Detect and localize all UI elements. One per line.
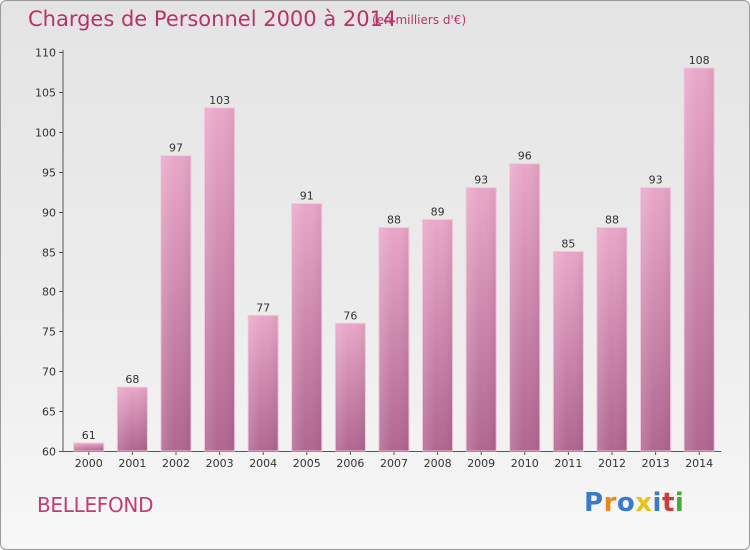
x-tick-label: 2010 [511, 457, 539, 470]
bar-shine [205, 108, 234, 451]
y-tick-label: 90 [42, 207, 56, 220]
bar-value-label: 77 [256, 301, 270, 314]
bar-shine [685, 68, 714, 451]
y-tick-label: 75 [42, 326, 56, 339]
chart-title: Charges de Personnel 2000 à 2014 [28, 7, 397, 31]
y-tick-label: 60 [42, 446, 56, 459]
x-tick-label: 2007 [380, 457, 408, 470]
bar-shine [467, 188, 496, 450]
bar-value-label: 76 [343, 309, 357, 322]
bar-shine [641, 188, 670, 450]
logo-letter: i [674, 488, 685, 518]
x-tick-label: 2004 [249, 457, 277, 470]
bar-value-label: 96 [518, 150, 532, 163]
bar-value-label: 97 [169, 142, 183, 155]
x-tick-label: 2006 [336, 457, 364, 470]
y-tick-label: 80 [42, 286, 56, 299]
y-tick-label: 100 [35, 127, 56, 140]
bar-value-label: 68 [125, 373, 139, 386]
bar-value-label: 108 [689, 54, 710, 67]
x-tick-label: 2012 [598, 457, 626, 470]
bar-value-label: 89 [431, 206, 445, 219]
y-tick-label: 70 [42, 366, 56, 379]
logo-letter: o [616, 488, 636, 518]
x-tick-label: 2005 [293, 457, 321, 470]
bar-value-label: 103 [209, 94, 230, 107]
bar-value-label: 88 [605, 214, 619, 227]
x-tick-label: 2013 [642, 457, 670, 470]
bar-value-label: 61 [82, 429, 96, 442]
y-tick-label: 95 [42, 167, 56, 180]
y-tick-label: 85 [42, 247, 56, 260]
x-tick-label: 2003 [206, 457, 234, 470]
x-tick-label: 2000 [75, 457, 103, 470]
bar-value-label: 91 [300, 190, 314, 203]
bar-shine [336, 324, 365, 450]
x-tick-label: 2001 [118, 457, 146, 470]
x-tick-label: 2011 [554, 457, 582, 470]
bar-shine [423, 220, 452, 450]
bar-shine [74, 444, 103, 450]
bar-shine [597, 228, 627, 450]
bar-shine [510, 164, 539, 450]
bar-shine [379, 228, 409, 450]
x-tick-label: 2009 [467, 457, 495, 470]
x-tick-label: 2008 [424, 457, 452, 470]
logo-letter: r [603, 488, 617, 518]
bar-shine [161, 156, 191, 451]
bar-shine [118, 388, 147, 450]
proxiti-logo: Proxiti [584, 488, 684, 518]
logo-letter: i [652, 488, 662, 518]
y-tick-label: 110 [35, 47, 56, 60]
logo-letter: x [635, 488, 653, 518]
bar-value-label: 88 [387, 214, 401, 227]
y-tick-label: 65 [42, 406, 56, 419]
commune-name: BELLEFOND [37, 493, 154, 517]
logo-letter: t [661, 488, 675, 518]
x-tick-label: 2014 [685, 457, 713, 470]
chart-subtitle: (en milliers d'€) [372, 13, 467, 27]
bar-shine [292, 204, 321, 450]
bar-value-label: 93 [474, 174, 488, 187]
bar-value-label: 85 [561, 238, 575, 251]
bar-shine [249, 316, 278, 450]
logo-letter: P [584, 488, 604, 518]
x-tick-label: 2002 [162, 457, 190, 470]
bar-value-label: 93 [649, 174, 663, 187]
y-tick-label: 105 [35, 87, 56, 100]
bar-shine [554, 252, 583, 450]
